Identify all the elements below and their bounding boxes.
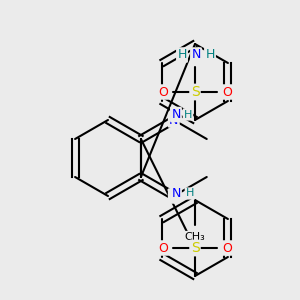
Text: CH₃: CH₃ (184, 232, 206, 242)
Text: N: N (169, 190, 178, 202)
Text: S: S (190, 85, 200, 99)
Text: H: H (205, 49, 215, 62)
Text: S: S (190, 241, 200, 255)
Text: O: O (158, 242, 168, 254)
Text: N: N (171, 187, 181, 200)
Text: H: H (184, 110, 192, 119)
Text: N: N (191, 49, 201, 62)
Text: O: O (222, 242, 232, 254)
Text: N: N (169, 113, 178, 127)
Text: O: O (158, 85, 168, 98)
Text: H: H (177, 49, 187, 62)
Text: N: N (171, 108, 181, 121)
Text: H: H (186, 188, 194, 199)
Text: O: O (222, 85, 232, 98)
